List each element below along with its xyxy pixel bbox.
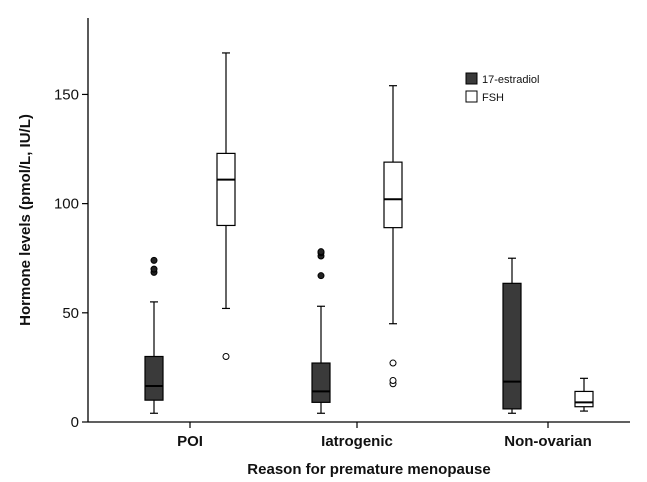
x-tick-label: Non-ovarian xyxy=(504,433,592,450)
y-tick-label: 100 xyxy=(54,196,79,213)
outlier-point xyxy=(317,248,325,256)
plot-marks xyxy=(144,52,594,414)
outlier-point xyxy=(150,256,158,264)
legend-label: 17-estradiol xyxy=(482,74,539,86)
iqr-box xyxy=(144,355,164,401)
outlier-point xyxy=(150,265,158,273)
box-fsh xyxy=(574,377,594,412)
iqr-box xyxy=(502,282,522,410)
outlier-point xyxy=(389,377,397,385)
axes: 0 50 100 150 POI Iatrogenic Non-ovarian xyxy=(54,18,630,450)
outlier-point xyxy=(317,272,325,280)
box-estradiol xyxy=(311,248,331,414)
legend: 17-estradiol FSH xyxy=(465,72,539,104)
iqr-box xyxy=(216,152,236,227)
box-estradiol xyxy=(144,256,164,414)
iqr-box xyxy=(383,161,403,229)
legend-swatch xyxy=(465,90,478,103)
box-fsh xyxy=(383,85,403,388)
y-tick-label: 50 xyxy=(62,305,79,322)
box-estradiol xyxy=(502,257,522,414)
outlier-point xyxy=(222,352,230,360)
x-tick-label: POI xyxy=(177,433,203,450)
y-tick-label: 0 xyxy=(71,414,79,431)
box-fsh xyxy=(216,52,236,360)
iqr-box xyxy=(311,362,331,403)
x-tick-label: Iatrogenic xyxy=(321,433,393,450)
outlier-point xyxy=(389,359,397,367)
x-axis-title: Reason for premature menopause xyxy=(247,461,490,478)
y-tick-label: 150 xyxy=(54,86,79,103)
iqr-box xyxy=(574,390,594,408)
legend-label: FSH xyxy=(482,92,504,104)
legend-swatch xyxy=(465,72,478,85)
y-axis-title: Hormone levels (pmol/L, IU/L) xyxy=(17,114,34,326)
